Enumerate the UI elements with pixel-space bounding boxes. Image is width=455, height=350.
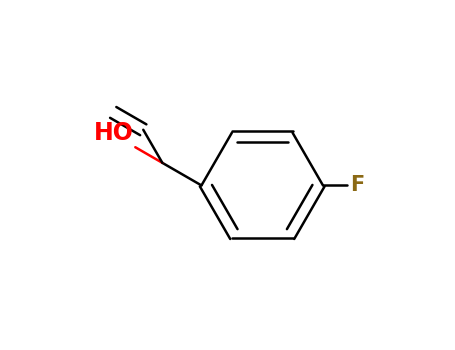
Text: F: F xyxy=(350,175,364,195)
Text: HO: HO xyxy=(94,121,134,146)
